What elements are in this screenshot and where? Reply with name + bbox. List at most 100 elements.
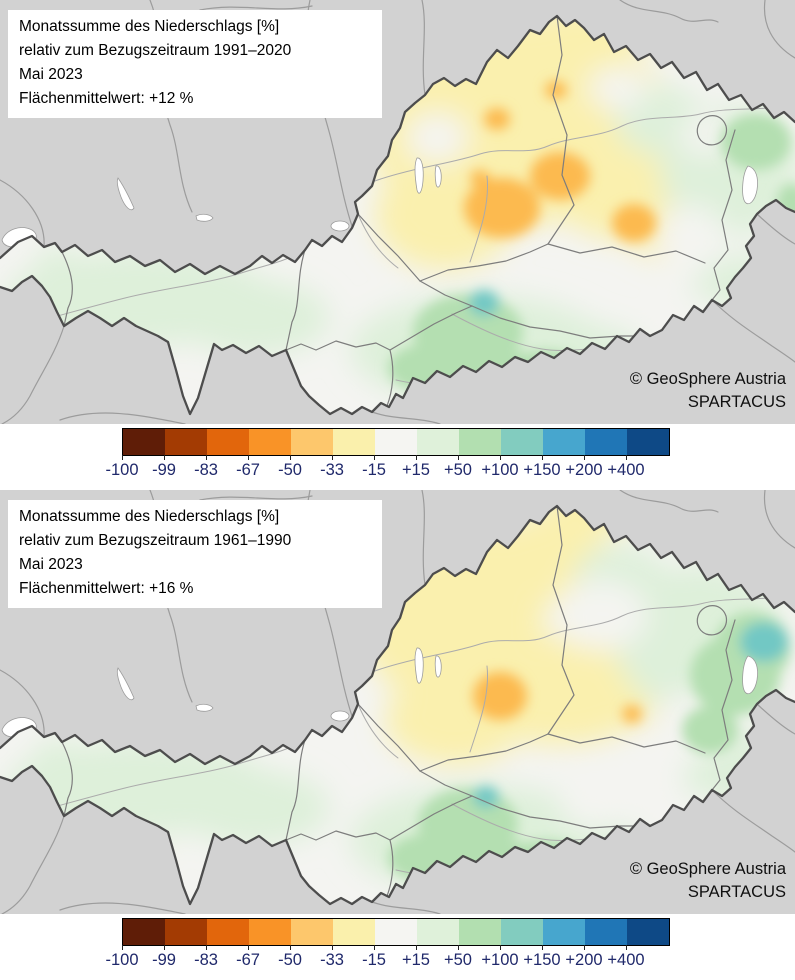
colorbar-label: +400 [607,461,645,479]
colorbar-label: -67 [236,461,260,479]
colorbar-tick [416,945,417,950]
colorbar-segment [417,429,459,455]
map-month: Mai 2023 [19,556,83,573]
colorbar-label: +15 [402,951,430,969]
colorbar-label: +150 [523,951,561,969]
colorbar-tick [332,455,333,460]
colorbar-label: -15 [362,461,386,479]
map-info-box: Monatssumme des Niederschlags [%] relati… [8,10,382,118]
colorbar-tick [584,945,585,950]
colorbar-label: -15 [362,951,386,969]
lakes-inside [414,647,758,695]
map-panel-1991-2020: Monatssumme des Niederschlags [%] relati… [0,0,795,490]
colorbar-label: -50 [278,951,302,969]
map-reference-period: relativ zum Bezugszeitraum 1991–2020 [19,42,292,59]
colorbar-tick [122,455,123,460]
colorbar-segment [627,919,669,945]
colorbar-label: -99 [152,461,176,479]
colorbar-tick [122,945,123,950]
state-borders [61,506,736,897]
colorbar-tick [584,455,585,460]
austria-national-border [0,14,795,416]
colorbar-tick [164,945,165,950]
colorbar-segment [123,429,165,455]
colorbar-label: +200 [565,461,603,479]
colorbar-label: +400 [607,951,645,969]
colorbar-label: -33 [320,461,344,479]
colorbar-segment [123,919,165,945]
colorbar-label: +50 [444,951,472,969]
colorbar-segment [207,919,249,945]
colorbar-tick [500,945,501,950]
colorbar-segment [249,429,291,455]
austria-precipitation-map-2 [0,490,795,914]
colorbar-legend: -100 -99 -83 -67 -50 -33 -15 +15 +50 +100 +150 +200… [0,914,795,980]
colorbar-tick [248,945,249,950]
attribution-copyright: © GeoSphere Austria [629,370,786,388]
colorbar-tick [458,455,459,460]
colorbar-segment [165,429,207,455]
colorbar-label: +200 [565,951,603,969]
colorbar-segment [333,429,375,455]
colorbar-label: -50 [278,461,302,479]
colorbar-segment [249,919,291,945]
colorbar-label: -33 [320,951,344,969]
colorbar-segment [375,919,417,945]
colorbar-segment [165,919,207,945]
colorbar-tick [290,945,291,950]
attribution-dataset: SPARTACUS [687,882,786,901]
colorbar-label: -99 [152,951,176,969]
colorbar [122,428,670,456]
colorbar-label: +100 [481,461,519,479]
colorbar-tick [374,455,375,460]
colorbar-segment [207,429,249,455]
colorbar-segment [375,429,417,455]
colorbar-segment [459,919,501,945]
colorbar-segment [543,429,585,455]
colorbar-tick [374,945,375,950]
colorbar-label: -100 [105,951,139,969]
colorbar-segment [627,429,669,455]
colorbar-segment [543,919,585,945]
map-panel-1961-1990: Monatssumme des Niederschlags [%] relati… [0,490,795,980]
colorbar-tick [332,945,333,950]
lakes-inside [414,157,758,205]
map-area-mean: Flächenmittelwert: +16 % [19,580,194,597]
colorbar-tick [626,945,627,950]
colorbar-label: +50 [444,461,472,479]
map-area-mean: Flächenmittelwert: +12 % [19,90,194,107]
colorbar-segment [333,919,375,945]
attribution: © GeoSphere Austria SPARTACUS [630,368,786,413]
map-title: Monatssumme des Niederschlags [%] [19,18,280,35]
colorbar-segment [585,919,627,945]
colorbar-tick [500,455,501,460]
colorbar-tick [290,455,291,460]
map-info-box: Monatssumme des Niederschlags [%] relati… [8,500,382,608]
colorbar-label: -67 [236,951,260,969]
colorbar-segment [459,429,501,455]
colorbar-segment [291,919,333,945]
colorbar-segment [501,429,543,455]
colorbar-tick [626,455,627,460]
colorbar-tick [542,945,543,950]
austria-national-border [0,504,795,906]
austria-precipitation-map-1 [0,0,795,424]
colorbar-legend: -100 -99 -83 -67 -50 -33 -15 +15 +50 +100 +150 +200… [0,424,795,490]
attribution: © GeoSphere Austria SPARTACUS [630,858,786,903]
colorbar-label: -83 [194,461,218,479]
colorbar-tick [248,455,249,460]
colorbar-segment [291,429,333,455]
colorbar-segment [417,919,459,945]
map-reference-period: relativ zum Bezugszeitraum 1961–1990 [19,532,292,549]
colorbar-label: -100 [105,461,139,479]
colorbar-label: +100 [481,951,519,969]
colorbar-tick [164,455,165,460]
colorbar-segment [585,429,627,455]
map-title: Monatssumme des Niederschlags [%] [19,508,280,525]
colorbar-label: +15 [402,461,430,479]
colorbar-segment [501,919,543,945]
colorbar-tick [458,945,459,950]
state-borders [61,16,736,407]
attribution-copyright: © GeoSphere Austria [629,860,786,878]
colorbar-tick [206,455,207,460]
